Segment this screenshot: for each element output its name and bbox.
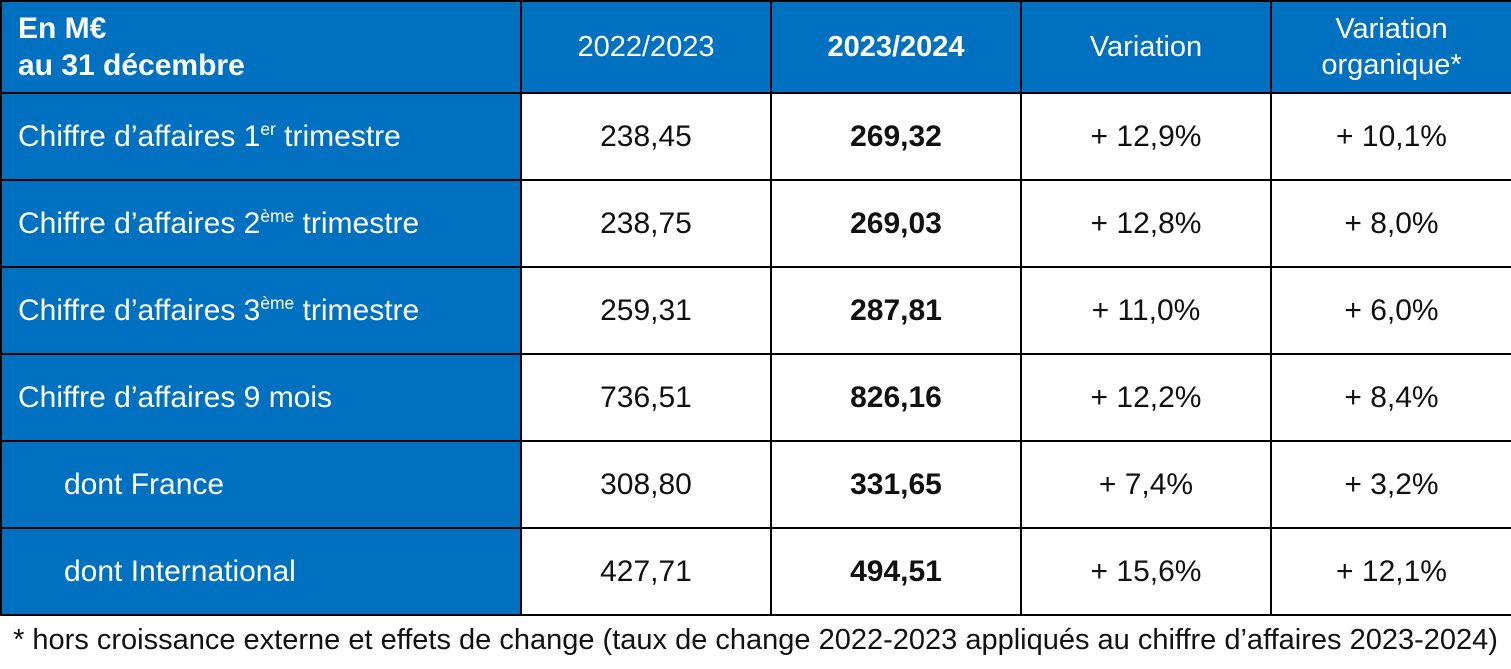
cell-france-2022-2023: 308,80 (520, 440, 772, 529)
col-header-variation: Variation (1020, 0, 1272, 94)
col-header-2022-2023: 2022/2023 (520, 0, 772, 94)
cell-q3-2022-2023: 259,31 (520, 266, 772, 355)
row-label-text: trimestre (294, 293, 420, 327)
row-label-sup: ème (260, 292, 295, 313)
unit-line-1: En M€ (18, 11, 107, 45)
table-row-q3: Chiffre d’affaires 3ème trimestre 259,31… (0, 266, 1511, 355)
cell-international-variation: + 15,6% (1020, 527, 1272, 616)
row-label-sup: er (260, 118, 276, 139)
row-label-9mois: Chiffre d’affaires 9 mois (0, 353, 522, 442)
row-label-text: Chiffre d’affaires 2 (18, 206, 261, 240)
cell-international-2023-2024: 494,51 (770, 527, 1022, 616)
row-label-dont-france: dont France (0, 440, 522, 529)
cell-france-2023-2024: 331,65 (770, 440, 1022, 529)
cell-q1-variation: + 12,9% (1020, 92, 1272, 181)
table-row-dont-france: dont France 308,80 331,65 + 7,4% + 3,2% (0, 440, 1511, 529)
row-label-q1: Chiffre d’affaires 1er trimestre (0, 92, 522, 181)
cell-9mois-variation-organique: + 8,4% (1270, 353, 1511, 442)
cell-q1-variation-organique: + 10,1% (1270, 92, 1511, 181)
row-label-sup: ème (260, 205, 295, 226)
row-label-text: Chiffre d’affaires 9 mois (18, 380, 333, 414)
cell-france-variation: + 7,4% (1020, 440, 1272, 529)
col-header-2023-2024: 2023/2024 (770, 0, 1022, 94)
cell-9mois-variation: + 12,2% (1020, 353, 1272, 442)
table-row-q1: Chiffre d’affaires 1er trimestre 238,45 … (0, 92, 1511, 181)
table-row-dont-international: dont International 427,71 494,51 + 15,6%… (0, 527, 1511, 616)
row-label-text: dont France (64, 467, 225, 501)
cell-q2-variation-organique: + 8,0% (1270, 179, 1511, 268)
col-header-variation-organique: Variation organique* (1270, 0, 1511, 94)
cell-q2-2023-2024: 269,03 (770, 179, 1022, 268)
table-row-q2: Chiffre d’affaires 2ème trimestre 238,75… (0, 179, 1511, 268)
cell-france-variation-organique: + 3,2% (1270, 440, 1511, 529)
header-row: En M€ au 31 décembre 2022/2023 2023/2024… (0, 0, 1511, 94)
row-label-text: Chiffre d’affaires 3 (18, 293, 261, 327)
cell-international-2022-2023: 427,71 (520, 527, 772, 616)
row-label-text: trimestre (275, 119, 401, 153)
cell-international-variation-organique: + 12,1% (1270, 527, 1511, 616)
revenue-table: En M€ au 31 décembre 2022/2023 2023/2024… (0, 0, 1511, 616)
cell-9mois-2023-2024: 826,16 (770, 353, 1022, 442)
table-row-9mois: Chiffre d’affaires 9 mois 736,51 826,16 … (0, 353, 1511, 442)
row-label-text: trimestre (294, 206, 420, 240)
cell-q3-variation: + 11,0% (1020, 266, 1272, 355)
cell-q3-variation-organique: + 6,0% (1270, 266, 1511, 355)
row-label-q2: Chiffre d’affaires 2ème trimestre (0, 179, 522, 268)
cell-q2-2022-2023: 238,75 (520, 179, 772, 268)
cell-q3-2023-2024: 287,81 (770, 266, 1022, 355)
cell-q2-variation: + 12,8% (1020, 179, 1272, 268)
cell-q1-2023-2024: 269,32 (770, 92, 1022, 181)
row-label-text: Chiffre d’affaires 1 (18, 119, 261, 153)
row-label-dont-international: dont International (0, 527, 522, 616)
unit-line-2: au 31 décembre (18, 49, 245, 82)
row-label-q3: Chiffre d’affaires 3ème trimestre (0, 266, 522, 355)
cell-9mois-2022-2023: 736,51 (520, 353, 772, 442)
footnote: * hors croissance externe et effets de c… (0, 616, 1511, 664)
cell-q1-2022-2023: 238,45 (520, 92, 772, 181)
corner-header-unit: En M€ au 31 décembre (0, 0, 522, 94)
row-label-text: dont International (64, 554, 296, 588)
